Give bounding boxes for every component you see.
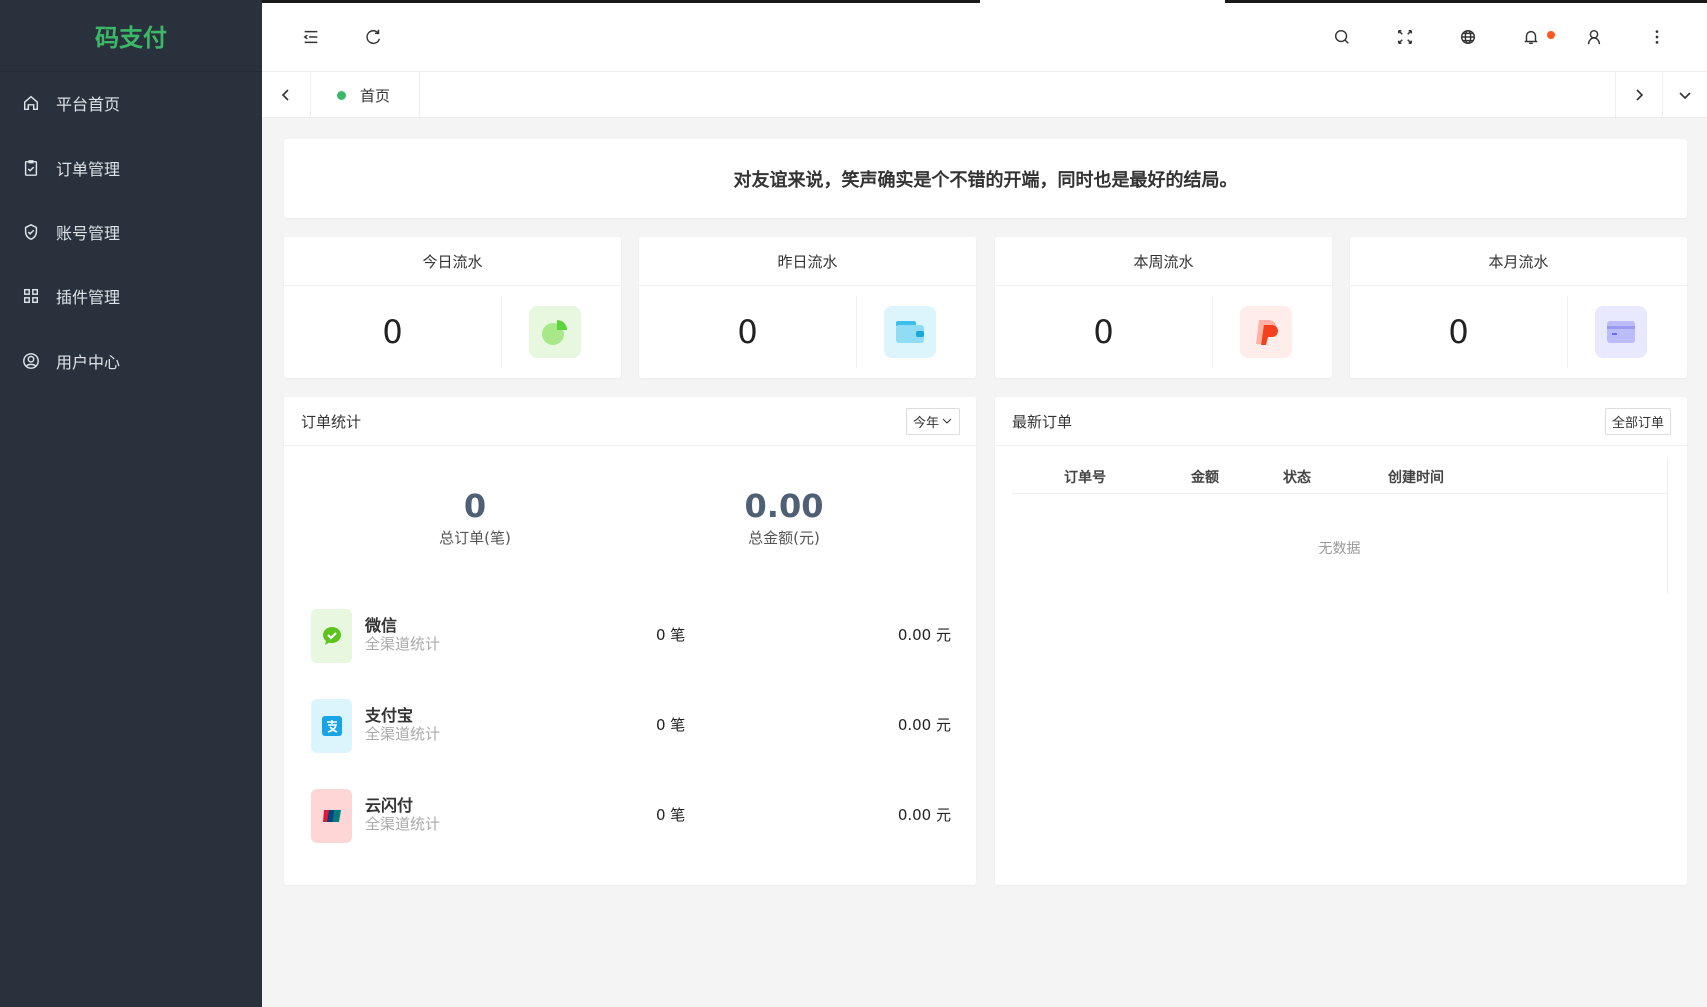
sidebar-item-orders[interactable]: 订单管理	[0, 138, 262, 198]
range-select[interactable]: 今年	[905, 407, 960, 435]
channel-sub: 全渠道统计	[365, 815, 441, 833]
wallet-icon	[884, 306, 936, 358]
unionpay-icon	[311, 789, 352, 843]
card-icon	[1595, 306, 1647, 358]
tab-bar: 首页	[262, 72, 1707, 118]
latest-orders-table: 订单号 金额 状态 创建时间 无数据	[1012, 458, 1668, 594]
sidebar-item-user-center[interactable]: 用户中心	[0, 331, 262, 391]
total-orders-label: 总订单(笔)	[439, 529, 511, 547]
column-header[interactable]: 创建时间	[1388, 470, 1444, 486]
chevron-left-icon	[281, 89, 289, 101]
all-orders-button[interactable]: 全部订单	[1604, 407, 1671, 435]
column-header[interactable]: 金额	[1191, 470, 1219, 486]
total-orders: 0	[463, 487, 487, 525]
panel-title: 订单统计	[301, 412, 362, 431]
stat-title: 本月流水	[1350, 237, 1687, 286]
window-top-bar	[262, 0, 1707, 3]
shield-check-icon	[24, 223, 38, 240]
stat-title: 本周流水	[995, 237, 1332, 286]
stat-value: 0	[1350, 296, 1568, 368]
sidebar-item-label: 插件管理	[56, 288, 121, 307]
channel-name: 微信	[365, 616, 398, 635]
fullscreen-icon[interactable]	[1393, 25, 1417, 49]
tab-menu-dropdown[interactable]	[1662, 72, 1707, 118]
globe-icon[interactable]	[1456, 25, 1480, 49]
channel-row-unionpay: 云闪付 全渠道统计 0 笔 0.00 元	[311, 789, 951, 843]
notice-text: 对友谊来说，笑声确实是个不错的开端，同时也是最好的结局。	[733, 169, 1238, 191]
wechat-icon	[311, 609, 352, 663]
channel-count: 0 笔	[656, 806, 686, 824]
pie-chart-icon	[529, 306, 581, 358]
empty-state: 无数据	[1318, 541, 1361, 557]
notice-card: 对友谊来说，笑声确实是个不错的开端，同时也是最好的结局。	[284, 139, 1687, 218]
user-icon[interactable]	[1582, 25, 1606, 49]
channel-amount: 0.00 元	[897, 626, 951, 644]
channel-amount: 0.00 元	[897, 806, 951, 824]
channel-count: 0 笔	[656, 626, 686, 644]
sidebar-item-label: 平台首页	[56, 95, 121, 114]
tab-home[interactable]: 首页	[310, 72, 420, 118]
latest-orders-panel: 最新订单 全部订单 订单号 金额 状态 创建时间 无数据	[995, 397, 1687, 885]
order-stats-panel: 订单统计 今年 0 总订单(笔) 0.00 总金额(元) 微信 全渠道统计 0 笔 …	[284, 397, 976, 885]
stat-title: 今日流水	[284, 237, 621, 286]
stat-card-today: 今日流水 0	[284, 237, 621, 378]
stat-title: 昨日流水	[639, 237, 976, 286]
sidebar-item-plugins[interactable]: 插件管理	[0, 266, 262, 326]
channel-name: 支付宝	[365, 706, 414, 725]
top-header	[262, 3, 1707, 72]
grid-icon	[23, 288, 39, 304]
paypal-icon	[1240, 306, 1292, 358]
panel-title: 最新订单	[1012, 412, 1073, 431]
user-circle-icon	[23, 353, 39, 369]
tab-label: 首页	[360, 86, 391, 105]
column-header[interactable]: 状态	[1283, 470, 1311, 486]
stat-card-month: 本月流水 0	[1350, 237, 1687, 378]
sidebar: 码支付 平台首页 订单管理 账号管理 插件管理 用户中心	[0, 0, 262, 1007]
tab-scroll-left-button[interactable]	[262, 72, 310, 118]
chevron-down-icon	[942, 418, 952, 424]
sidebar-item-label: 用户中心	[56, 353, 121, 372]
active-dot	[337, 90, 346, 100]
chevron-right-icon	[1636, 89, 1644, 101]
search-icon[interactable]	[1330, 25, 1354, 49]
channel-sub: 全渠道统计	[365, 635, 441, 653]
total-amount-label: 总金额(元)	[748, 529, 820, 547]
stat-value: 0	[995, 296, 1213, 368]
channel-amount: 0.00 元	[897, 716, 951, 734]
bell-icon[interactable]	[1519, 25, 1543, 49]
stat-card-yesterday: 昨日流水 0	[639, 237, 976, 378]
channel-name: 云闪付	[365, 796, 414, 815]
sidebar-item-label: 账号管理	[56, 224, 121, 243]
table-header: 订单号 金额 状态 创建时间	[1012, 458, 1667, 494]
notification-dot	[1547, 31, 1555, 39]
chevron-down-icon	[1679, 92, 1691, 100]
more-vertical-icon[interactable]	[1645, 25, 1669, 49]
stat-value: 0	[639, 296, 857, 368]
range-value: 今年	[912, 415, 939, 431]
column-header[interactable]: 订单号	[1064, 470, 1106, 486]
home-icon	[23, 95, 39, 111]
channel-count: 0 笔	[656, 716, 686, 734]
tab-scroll-right-button[interactable]	[1615, 72, 1662, 118]
channel-row-alipay: 支付宝 全渠道统计 0 笔 0.00 元	[311, 699, 951, 753]
sidebar-item-accounts[interactable]: 账号管理	[0, 202, 262, 262]
sidebar-item-label: 订单管理	[56, 160, 121, 179]
stat-value: 0	[284, 296, 502, 368]
logo[interactable]: 码支付	[0, 0, 262, 72]
alipay-icon	[311, 699, 352, 753]
sidebar-item-home[interactable]: 平台首页	[0, 73, 262, 133]
total-amount: 0.00	[744, 487, 824, 525]
stat-card-week: 本周流水 0	[995, 237, 1332, 378]
channel-sub: 全渠道统计	[365, 725, 441, 743]
refresh-icon[interactable]	[362, 25, 386, 49]
channel-row-wechat: 微信 全渠道统计 0 笔 0.00 元	[311, 609, 951, 663]
menu-fold-icon[interactable]	[299, 25, 323, 49]
clipboard-check-icon	[24, 160, 38, 176]
